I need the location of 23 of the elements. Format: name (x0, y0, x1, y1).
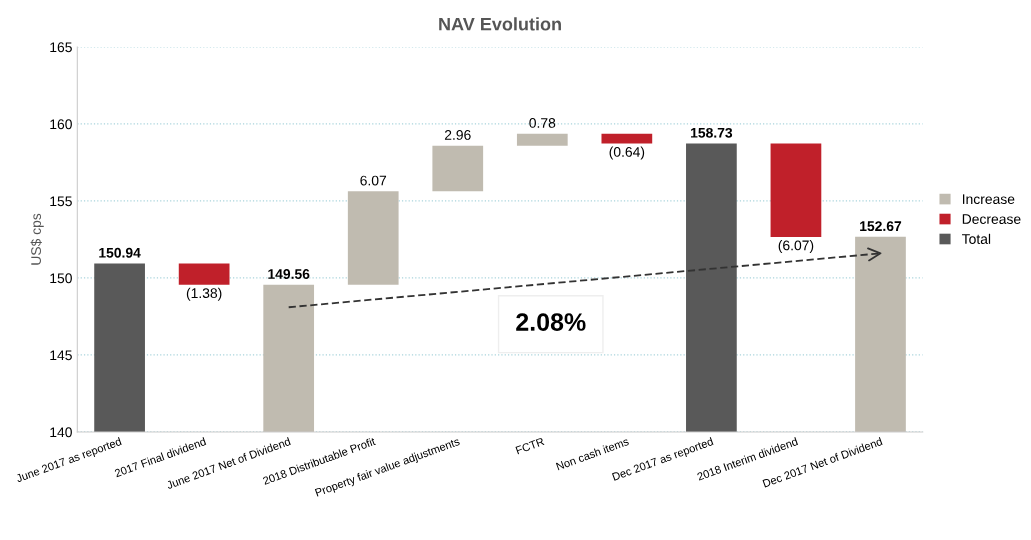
data-label: (0.64) (609, 146, 645, 160)
chart-title: NAV Evolution (439, 17, 561, 31)
data-label: (1.38) (186, 287, 222, 301)
y-tick-label: 155 (50, 196, 72, 207)
data-label: (6.07) (778, 240, 814, 254)
legend-label: Total (962, 233, 991, 244)
data-label: 150.94 (99, 247, 141, 258)
data-label: 6.07 (360, 175, 387, 186)
x-tick-label: FCTR (515, 437, 545, 455)
y-tick-label: 145 (50, 350, 72, 361)
data-label: 152.67 (860, 221, 902, 232)
y-tick-label: 150 (50, 273, 72, 284)
data-label: 158.73 (691, 127, 733, 138)
y-tick-label: 140 (50, 427, 72, 438)
legend-label: Increase (962, 194, 1015, 205)
data-label: 149.56 (268, 269, 310, 279)
legend-label: Decrease (962, 214, 1021, 224)
annotation: 2.08% (516, 313, 586, 331)
y-tick-label: 165 (50, 42, 72, 53)
data-label: 2.96 (444, 130, 471, 140)
data-label: 0.78 (529, 118, 556, 128)
y-tick-label: 160 (50, 119, 72, 130)
y-axis-title: US$ cps (30, 213, 44, 265)
